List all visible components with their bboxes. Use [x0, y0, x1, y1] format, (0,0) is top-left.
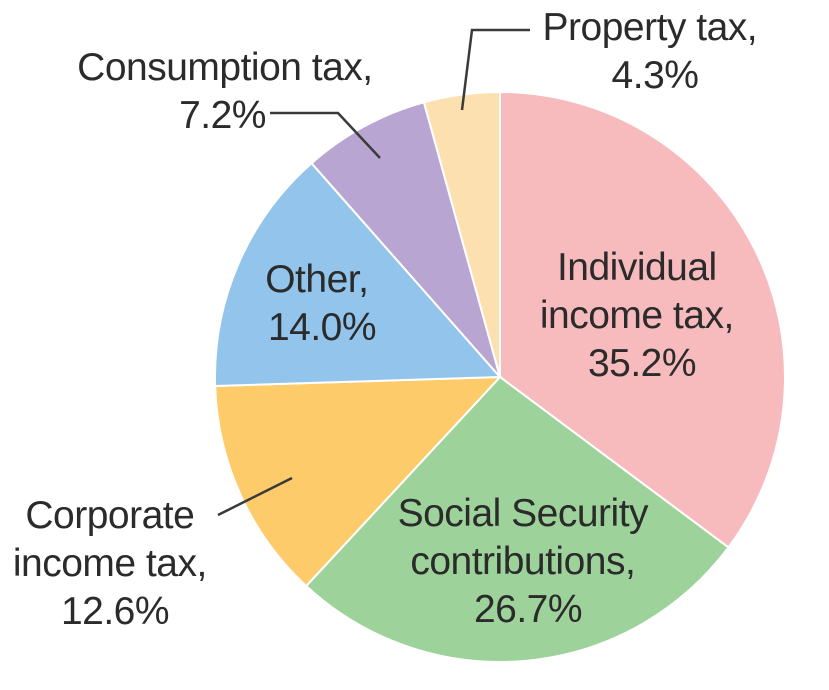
pie-slice-individual-income-tax	[499, 90, 787, 549]
pie-slice-consumption-tax	[310, 101, 501, 378]
pie-slice-property-tax	[422, 90, 501, 378]
slice-label-corporate-income-tax: Corporate income tax, 12.6%	[13, 494, 217, 633]
leader-line-property-tax	[460, 28, 530, 111]
slice-label-property-tax: Property tax, 4.3%	[543, 6, 768, 97]
slice-label-other: Other, 14.0%	[265, 258, 379, 349]
pie-slice-other	[214, 161, 503, 387]
pie-slice-corporate-income-tax	[214, 375, 503, 588]
pie-slice-social-security-contributions	[304, 375, 730, 663]
leader-line-consumption-tax	[270, 111, 381, 159]
leader-line-corporate-income-tax	[217, 476, 293, 517]
slice-label-consumption-tax: Consumption tax, 7.2%	[77, 46, 383, 137]
slice-label-individual-income-tax: Individual income tax, 35.2%	[540, 246, 744, 385]
pie-slices	[214, 90, 787, 663]
slice-label-social-security: Social Security contributions, 26.7%	[398, 492, 659, 631]
